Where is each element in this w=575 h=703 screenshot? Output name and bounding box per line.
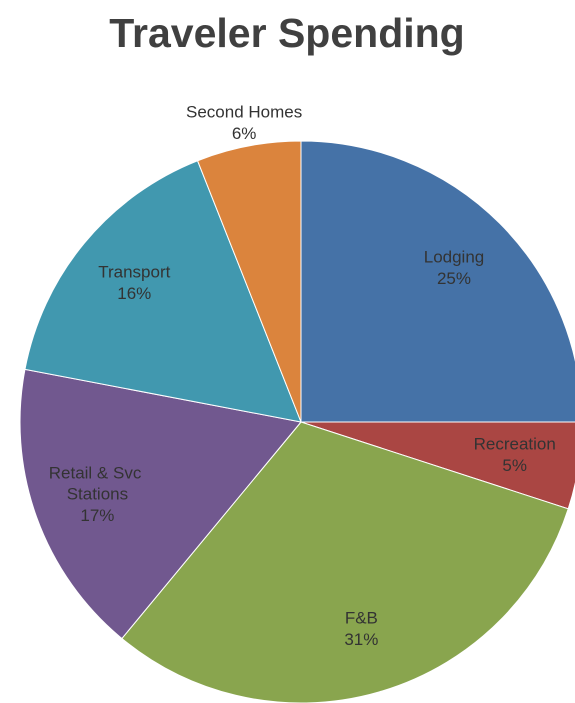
pie-slice <box>196 140 302 423</box>
slice-value-label: 16% <box>117 284 151 303</box>
slice-value-label: 31% <box>344 630 378 649</box>
slice-label: Retail & Svc Stations <box>49 464 146 504</box>
slice-label: Second Homes <box>186 103 302 122</box>
slice-value-label: 25% <box>437 269 471 288</box>
slice-label: Lodging <box>424 248 485 267</box>
slice-label: F&B <box>345 609 378 628</box>
pie-slice <box>19 368 302 640</box>
slice-label: Recreation <box>474 435 556 454</box>
pie-slice <box>300 140 575 423</box>
slice-value-label: 5% <box>502 456 527 475</box>
slice-value-label: 6% <box>232 124 257 143</box>
slice-value-label: 17% <box>80 506 114 525</box>
slice-label: Transport <box>98 263 170 282</box>
pie-slice <box>121 421 569 703</box>
pie-slice <box>24 160 302 423</box>
chart-title: Traveler Spending <box>109 10 464 56</box>
